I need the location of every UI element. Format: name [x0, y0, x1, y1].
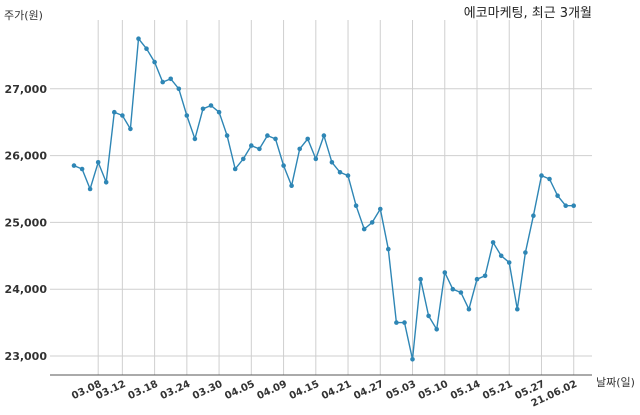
data-point [418, 276, 423, 282]
data-point [257, 146, 262, 152]
data-point [192, 136, 198, 142]
data-point [208, 103, 214, 108]
data-point [450, 286, 456, 292]
data-point [321, 133, 327, 138]
data-point [79, 166, 85, 172]
grid-lines [50, 20, 592, 375]
data-point [458, 290, 464, 295]
data-point [555, 193, 560, 198]
data-point [442, 270, 448, 275]
data-point [136, 36, 141, 41]
x-tick-label: 04.21 [320, 379, 353, 402]
data-point [369, 220, 375, 225]
data-point [152, 59, 157, 65]
x-tick-label: 03.30 [191, 379, 224, 402]
data-point [112, 109, 117, 115]
data-point [539, 173, 544, 178]
data-point [249, 143, 254, 148]
data-point [168, 76, 173, 82]
data-point [305, 136, 311, 142]
data-point [241, 156, 246, 162]
data-point [563, 203, 568, 208]
x-tick-label: 05.21 [481, 379, 514, 402]
data-point [281, 163, 286, 168]
y-tick-label: 25,000 [5, 216, 48, 229]
data-point [313, 156, 319, 162]
y-tick-label: 23,000 [5, 350, 48, 363]
data-point [103, 180, 109, 185]
x-tick-label: 05.14 [449, 379, 482, 402]
data-point [506, 260, 512, 265]
data-point [176, 86, 182, 92]
data-point [265, 133, 270, 138]
data-point [184, 113, 190, 118]
data-point [394, 320, 399, 325]
data-point [200, 106, 206, 112]
price-points [71, 36, 576, 362]
data-point [434, 327, 440, 332]
data-point [531, 213, 536, 218]
data-point [523, 250, 528, 255]
price-line [73, 36, 574, 360]
data-point [337, 170, 343, 175]
y-tick-label: 26,000 [5, 150, 48, 163]
x-tick-label: 05.03 [384, 379, 417, 402]
x-tick-label: 04.05 [223, 379, 256, 402]
data-point [71, 163, 77, 168]
data-point [466, 306, 472, 312]
data-point [378, 206, 383, 212]
y-axis-label: 주가(원) [4, 9, 43, 22]
data-point [498, 253, 504, 259]
data-point [353, 203, 359, 208]
data-point [289, 183, 294, 188]
data-point [426, 313, 431, 319]
data-point [128, 126, 133, 132]
data-point [329, 160, 335, 165]
x-tick-labels: 03.0803.1203.1803.2403.3004.0504.0904.15… [70, 379, 579, 410]
x-tick-label: 04.27 [352, 379, 385, 402]
x-tick-label: 04.09 [256, 379, 289, 402]
y-tick-label: 27,000 [5, 83, 48, 96]
data-point [144, 46, 149, 51]
data-point [547, 176, 552, 182]
data-point [410, 357, 415, 362]
data-point [386, 246, 391, 252]
x-tick-label: 03.18 [127, 379, 160, 402]
data-point [273, 136, 278, 142]
data-point [402, 320, 407, 325]
data-point [571, 203, 576, 208]
data-point [160, 79, 165, 85]
data-point [224, 133, 230, 138]
data-point [361, 226, 367, 232]
x-tick-label: 04.15 [288, 379, 321, 402]
data-point [490, 240, 496, 245]
y-tick-label: 24,000 [5, 283, 48, 296]
data-point [474, 276, 480, 282]
data-point [515, 306, 520, 312]
data-point [345, 173, 351, 178]
data-point [482, 273, 488, 279]
x-tick-label: 05.10 [417, 379, 450, 402]
data-point [297, 146, 303, 152]
x-axis-label: 날짜(일) [596, 375, 635, 389]
chart-title: 에코마케팅, 최근 3개월 [464, 6, 592, 21]
data-point [120, 113, 125, 118]
data-point [232, 166, 238, 172]
y-tick-labels: 23,000 24,000 25,000 26,000 27,000 [5, 83, 48, 363]
data-point [87, 186, 93, 192]
data-point [216, 109, 222, 115]
data-point [95, 160, 101, 165]
x-tick-label: 03.24 [159, 379, 192, 402]
